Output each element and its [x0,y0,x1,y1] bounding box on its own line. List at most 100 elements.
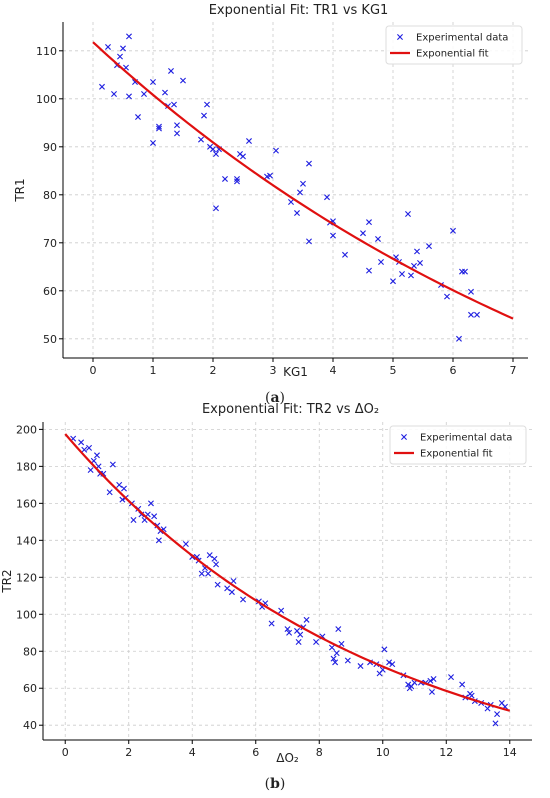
y-tick-label: 80 [43,189,57,202]
x-tick-label: 0 [90,364,97,377]
data-point [366,219,372,226]
data-point [399,271,405,277]
data-point [375,235,381,242]
data-point [155,537,162,544]
data-point [381,646,388,653]
legend-box [389,425,527,465]
data-point [126,33,132,40]
data-point [210,146,216,153]
data-point [240,153,246,160]
data-point [234,175,240,182]
caption-part: ( [265,390,270,406]
data-point [168,67,174,74]
panel-a: 0 1 2 3 4 5 6 7 50 60 70 80 90 100 110 Exponential Fit:… [13,3,528,379]
y-tick-label: 110 [36,45,57,58]
data-point [99,83,105,90]
data-point [378,259,384,265]
data-point [78,439,85,446]
data-point [116,481,123,488]
data-point [81,446,88,453]
legend: Experimental data Exponential fit [389,425,527,465]
x-tick-label: 12 [439,746,453,759]
data-point [344,657,351,664]
data-point [494,711,501,718]
x-tick-label: 7 [510,364,517,377]
data-point [288,199,294,205]
data-point [230,578,237,584]
data-point [342,251,348,258]
data-point [213,205,219,212]
data-point [284,626,291,633]
legend-label: Experimental data [416,33,508,44]
caption-part: b [270,776,280,792]
data-point [417,259,423,266]
legend-marker-scatter [397,34,403,40]
x-tick-label: 2 [125,746,132,759]
y-tick-label: 40 [23,719,37,732]
data-point [198,136,204,143]
data-point [204,101,210,108]
legend-label: Exponential fit [416,49,489,60]
data-point [120,485,127,492]
data-point [180,77,186,84]
data-point [468,288,474,295]
x-tick-label: 2 [210,364,217,377]
panel-b: 0 2 4 6 8 10 12 14 40 60 80 100 120 140 160 180 200 Expon… [0,402,532,765]
data-point [174,122,180,129]
x-tick-label: 6 [252,746,259,759]
data-point [182,541,189,548]
data-point [389,661,396,668]
caption-part: ( [265,776,270,792]
data-point [468,311,474,318]
data-point [366,267,372,274]
data-point [106,489,113,496]
chart-title: Exponential Fit: TR1 vs KG1 [209,3,389,18]
fit-line [64,433,511,712]
data-point [474,311,480,318]
data-point [333,650,340,657]
data-point [120,45,126,52]
data-point [126,93,132,100]
y-tick-label: 120 [16,571,37,584]
y-tick-label: 70 [43,237,57,250]
scatter-series [99,33,480,342]
x-tick-label: 6 [450,364,457,377]
data-point [456,335,462,342]
data-point [357,663,364,670]
y-axis-label: TR2 [0,569,14,593]
data-point [335,626,342,633]
x-tick-label: 8 [316,746,323,759]
fit-line [92,41,514,320]
data-point [303,616,310,623]
y-tick-label: 60 [43,285,57,298]
data-point [428,688,435,695]
data-point [268,620,275,627]
data-point [93,452,100,459]
data-point [109,461,116,468]
data-point [150,139,156,146]
data-point [444,293,450,300]
data-point [338,640,345,647]
data-point [198,570,205,577]
data-point [213,151,219,157]
caption-b: (b) [265,776,286,792]
x-axis-label: KG1 [283,365,308,379]
x-tick-label: 3 [270,364,277,377]
data-point [300,180,306,187]
data-point [222,175,228,182]
data-point [386,659,393,666]
data-point [313,639,320,646]
y-tick-label: 60 [23,682,37,695]
data-point [468,692,475,699]
legend-marker-scatter [401,434,407,440]
data-point [328,644,335,651]
data-point [462,268,468,275]
legend: Experimental data Exponential fit [385,25,523,65]
data-point [278,607,285,614]
data-point [324,194,330,201]
x-axis-label: ΔO₂ [276,751,299,765]
data-point [448,674,455,681]
data-point [267,172,273,179]
data-point [306,238,312,245]
